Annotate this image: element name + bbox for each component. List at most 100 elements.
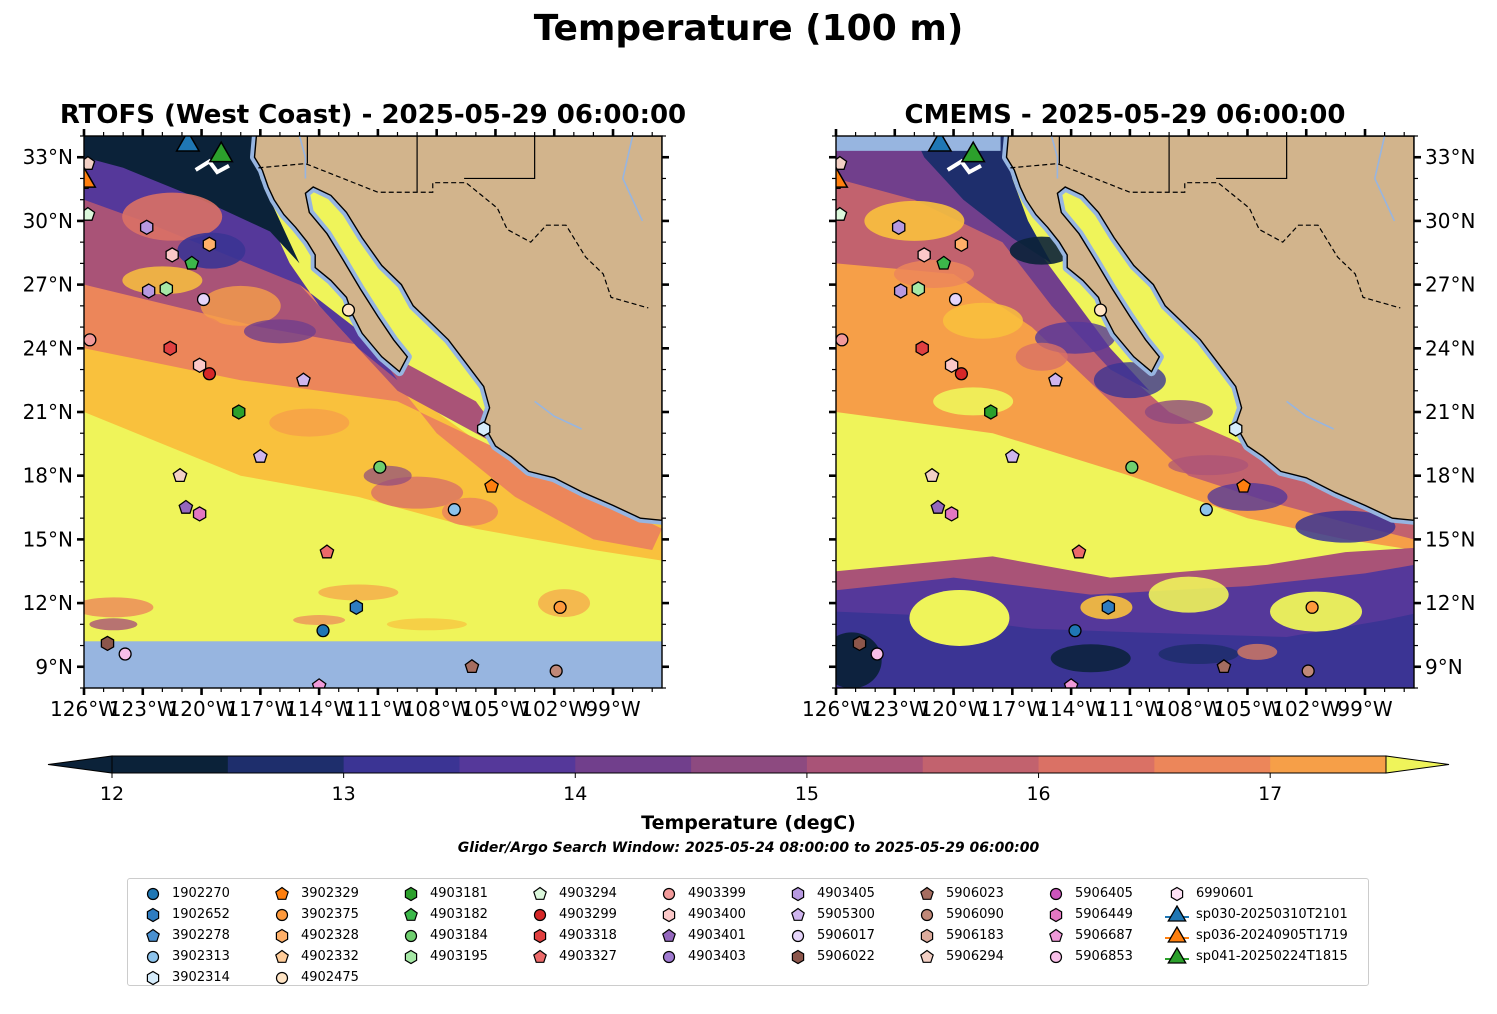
legend-marker-3902375[interactable] bbox=[275, 908, 289, 921]
glider-sp030-20250310T2101[interactable] bbox=[927, 132, 953, 152]
float-4902328[interactable] bbox=[202, 236, 217, 253]
float-5906687[interactable] bbox=[1063, 678, 1079, 692]
legend-item[interactable]: 1902270 bbox=[140, 883, 230, 904]
legend-item[interactable]: 4902328 bbox=[269, 925, 359, 946]
float-4903400[interactable] bbox=[944, 357, 959, 374]
legend-marker-4902475[interactable] bbox=[275, 971, 289, 984]
float-3902375[interactable] bbox=[553, 600, 567, 614]
legend-item[interactable]: 3902375 bbox=[269, 904, 359, 925]
legend-marker-sp036-20240905T1719[interactable] bbox=[1167, 925, 1187, 943]
legend-item[interactable]: 4903181 bbox=[398, 883, 488, 904]
glider-sp041-20250224T1815[interactable] bbox=[208, 140, 234, 163]
legend-item[interactable]: 5906294 bbox=[914, 946, 1004, 967]
legend-item[interactable]: 5906023 bbox=[914, 883, 1004, 904]
legend-marker-4903184[interactable] bbox=[404, 929, 418, 942]
float-4902475[interactable] bbox=[1093, 303, 1108, 317]
float-4903400[interactable] bbox=[192, 357, 207, 374]
legend-marker-3902314[interactable] bbox=[146, 970, 160, 985]
float-4903399[interactable] bbox=[836, 333, 849, 347]
legend-item[interactable]: 3902329 bbox=[269, 883, 359, 904]
legend-marker-3902329[interactable] bbox=[275, 886, 289, 900]
float-4903195[interactable] bbox=[159, 281, 174, 297]
float-3902329[interactable] bbox=[1236, 478, 1251, 493]
map-rtofs[interactable]: 126°W 123°W 120°W 117°W 114°W 111°W 108°W 105°W… bbox=[0, 124, 752, 724]
float-5906294[interactable] bbox=[833, 155, 848, 170]
legend-marker-1902270[interactable] bbox=[146, 887, 160, 900]
float-4903318[interactable] bbox=[915, 340, 929, 357]
legend-marker-4903294[interactable] bbox=[533, 886, 547, 900]
float-4903181[interactable] bbox=[984, 404, 998, 420]
float-4903405[interactable] bbox=[893, 283, 908, 299]
float-5906023[interactable] bbox=[1216, 658, 1232, 674]
float-1902652[interactable] bbox=[1101, 599, 1116, 616]
float-4903182[interactable] bbox=[936, 255, 952, 270]
legend-item[interactable]: 4903299 bbox=[527, 904, 617, 925]
legend-item[interactable]: 4903182 bbox=[398, 904, 488, 925]
float-5906294[interactable] bbox=[81, 155, 96, 170]
float-5905300[interactable] bbox=[252, 448, 268, 463]
float-4903318[interactable] bbox=[163, 340, 177, 357]
legend-item[interactable]: 5906853 bbox=[1043, 946, 1133, 967]
legend-marker-5906022[interactable] bbox=[791, 949, 805, 964]
float-1902270[interactable] bbox=[316, 624, 330, 638]
float-4903327[interactable] bbox=[319, 544, 335, 559]
float-5906687[interactable] bbox=[311, 678, 327, 692]
legend-item[interactable]: sp030-20250310T2101 bbox=[1164, 904, 1348, 925]
legend-item[interactable]: 4903399 bbox=[656, 883, 746, 904]
legend-item[interactable]: 4902475 bbox=[269, 967, 359, 988]
float-5905300[interactable] bbox=[1004, 448, 1020, 463]
float-1902270[interactable] bbox=[1068, 624, 1082, 638]
legend-item[interactable]: 3902314 bbox=[140, 967, 230, 988]
float-3902313[interactable] bbox=[447, 503, 461, 517]
float-5906022[interactable] bbox=[100, 635, 115, 652]
legend-item[interactable]: 5906405 bbox=[1043, 883, 1133, 904]
float-4903405[interactable] bbox=[139, 219, 154, 236]
legend-item[interactable]: 4903403 bbox=[656, 946, 746, 967]
float-4903299[interactable] bbox=[954, 367, 968, 381]
legend-marker-4903403[interactable] bbox=[662, 950, 676, 963]
legend-marker-5906687[interactable] bbox=[1049, 928, 1063, 942]
map-cmems[interactable]: 126°W 123°W 120°W 117°W 114°W 111°W 108°W 105°W… bbox=[752, 124, 1497, 724]
float-5906853[interactable] bbox=[118, 647, 132, 661]
legend-item[interactable]: 5906449 bbox=[1043, 904, 1133, 925]
legend-item[interactable]: 4903318 bbox=[527, 925, 617, 946]
legend-marker-5906183[interactable] bbox=[920, 928, 934, 943]
glider-sp041-20250224T1815[interactable] bbox=[960, 140, 986, 163]
legend-item[interactable]: 5906183 bbox=[914, 925, 1004, 946]
float-4902328[interactable] bbox=[954, 236, 969, 253]
legend-marker-5906853[interactable] bbox=[1049, 950, 1063, 963]
float-3902313[interactable] bbox=[1199, 503, 1213, 517]
float-5906853[interactable] bbox=[870, 647, 884, 661]
legend-marker-4902328[interactable] bbox=[275, 928, 289, 943]
float-4903181[interactable] bbox=[232, 404, 246, 420]
legend-marker-4903399[interactable] bbox=[662, 887, 676, 900]
float-4903400[interactable] bbox=[165, 247, 179, 263]
legend-marker-4903327[interactable] bbox=[533, 949, 547, 963]
float-4903195[interactable] bbox=[911, 281, 926, 297]
legend-marker-4903405[interactable] bbox=[791, 886, 805, 901]
float-5905300[interactable] bbox=[296, 372, 311, 387]
float-4902475[interactable] bbox=[341, 303, 356, 317]
legend-item[interactable]: 5906090 bbox=[914, 904, 1004, 925]
legend-item[interactable]: sp036-20240905T1719 bbox=[1164, 925, 1348, 946]
float-4903299[interactable] bbox=[202, 367, 216, 381]
float-5906449[interactable] bbox=[192, 506, 207, 522]
legend-item[interactable]: 4903327 bbox=[527, 946, 617, 967]
float-4903294[interactable] bbox=[833, 206, 848, 221]
float-4903405[interactable] bbox=[141, 283, 156, 299]
legend-item[interactable]: 1902652 bbox=[140, 904, 230, 925]
legend-item[interactable]: 4903405 bbox=[785, 883, 875, 904]
legend-item[interactable]: 4903195 bbox=[398, 946, 488, 967]
float-5905300[interactable] bbox=[1048, 372, 1063, 387]
float-4903400[interactable] bbox=[917, 247, 931, 263]
float-4903405[interactable] bbox=[891, 219, 906, 236]
glider-sp036-20240905T1719[interactable] bbox=[825, 166, 849, 188]
legend-marker-4903195[interactable] bbox=[404, 949, 418, 964]
legend-marker-3902278[interactable] bbox=[146, 928, 160, 942]
float-4903184[interactable] bbox=[1125, 460, 1139, 474]
float-5906022[interactable] bbox=[852, 635, 867, 652]
glider-sp036-20240905T1719[interactable] bbox=[73, 166, 97, 188]
legend-item[interactable]: 5905300 bbox=[785, 904, 875, 925]
legend-marker-3902313[interactable] bbox=[146, 950, 160, 963]
legend-marker-5906023[interactable] bbox=[920, 886, 934, 900]
